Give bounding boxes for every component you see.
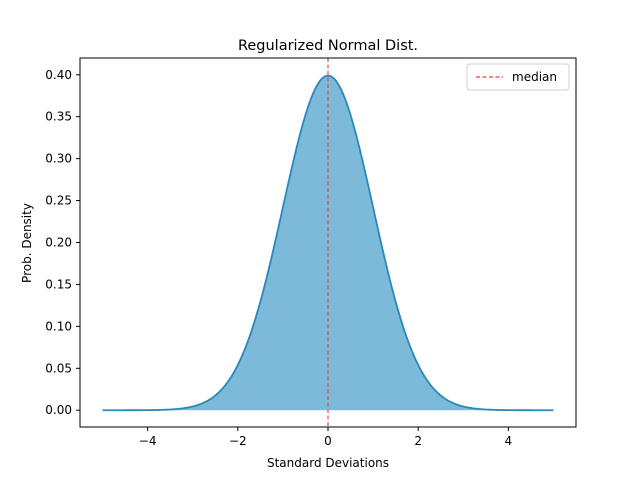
legend-box <box>466 63 570 91</box>
y-tick-label: 0.00 <box>45 403 72 417</box>
y-tick-label: 0.15 <box>45 277 72 291</box>
x-tick-label: 0 <box>324 434 332 448</box>
chart-title: Regularized Normal Dist. <box>238 38 418 54</box>
y-tick-label: 0.30 <box>45 152 72 166</box>
x-tick-label: −2 <box>229 434 247 448</box>
y-tick-label: 0.35 <box>45 110 72 124</box>
y-tick-label: 0.20 <box>45 236 72 250</box>
x-tick-label: −4 <box>139 434 157 448</box>
y-tick-label: 0.40 <box>45 68 72 82</box>
legend-label-median: median <box>512 70 557 84</box>
x-tick-label: 4 <box>505 434 513 448</box>
y-tick-label: 0.25 <box>45 194 72 208</box>
x-tick-label: 2 <box>414 434 422 448</box>
density-curve <box>102 74 554 412</box>
y-tick-label: 0.05 <box>45 361 72 375</box>
x-axis-label: Standard Deviations <box>267 456 389 470</box>
legend: median <box>466 63 570 91</box>
y-axis-label: Prob. Density <box>20 203 34 283</box>
y-tick-label: 0.10 <box>45 319 72 333</box>
